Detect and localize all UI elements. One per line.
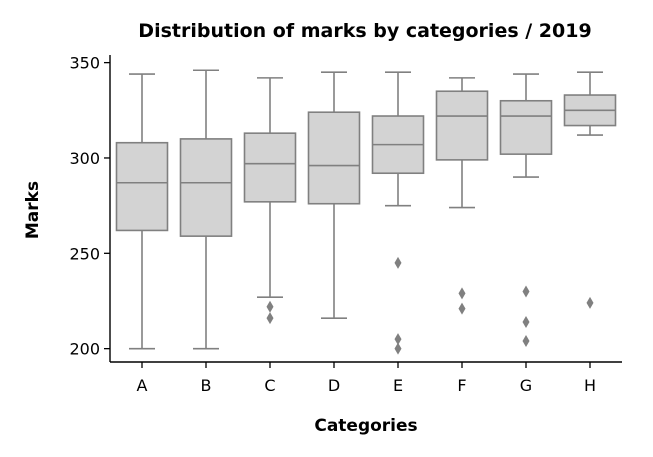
x-tick-label: D: [328, 376, 340, 395]
x-axis-ticks: A B C D E F G H: [137, 362, 596, 395]
iqr-box: [435, 90, 489, 161]
x-tick-label: C: [264, 376, 275, 395]
x-tick-label: G: [520, 376, 532, 395]
outlier-point: [586, 296, 594, 309]
iqr-box: [499, 99, 553, 155]
box-group-c: [243, 77, 297, 325]
outlier-point: [458, 302, 466, 315]
x-axis-label: Categories: [314, 416, 417, 436]
x-tick-label: A: [137, 376, 148, 395]
outlier-point: [266, 312, 274, 325]
x-tick-label: H: [584, 376, 596, 395]
outlier-point: [266, 300, 274, 313]
outlier-point: [394, 342, 402, 355]
box-group-f: [435, 77, 489, 315]
outlier-point: [522, 315, 530, 328]
y-tick-label: 350: [69, 54, 100, 73]
outlier-point: [522, 285, 530, 298]
y-tick-label: 200: [69, 340, 100, 359]
box-group-h: [563, 71, 617, 309]
outlier-point: [394, 333, 402, 346]
outlier-point: [458, 287, 466, 300]
y-tick-label: 250: [69, 244, 100, 263]
outlier-point: [394, 256, 402, 269]
iqr-box: [115, 141, 169, 232]
iqr-box: [179, 138, 233, 237]
box-group-a: [115, 73, 169, 350]
x-tick-label: B: [201, 376, 212, 395]
box-group-b: [179, 69, 233, 350]
iqr-box: [307, 111, 361, 205]
iqr-box: [243, 132, 297, 203]
outlier-point: [522, 335, 530, 348]
box-group-e: [371, 71, 425, 355]
x-tick-label: E: [393, 376, 403, 395]
box-group-d: [307, 71, 361, 319]
y-axis-label: Marks: [23, 181, 43, 239]
plot-area: [115, 69, 617, 355]
chart-title: Distribution of marks by categories / 20…: [138, 20, 591, 42]
y-tick-label: 300: [69, 149, 100, 168]
box-group-g: [499, 73, 553, 348]
x-tick-label: F: [457, 376, 466, 395]
y-axis-ticks: 200 250 300 350: [69, 54, 110, 359]
